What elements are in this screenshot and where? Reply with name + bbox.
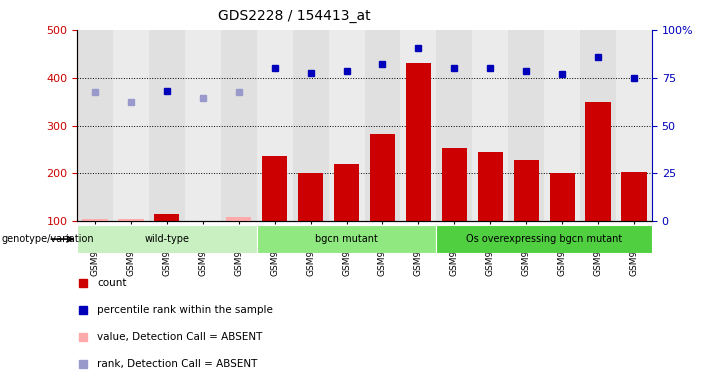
Bar (442, 148, 467, 221)
Bar (298, 173, 323, 221)
Bar (154, 214, 179, 221)
Bar (436, 225, 652, 253)
Bar (514, 160, 539, 221)
Bar (262, 156, 287, 221)
Bar (370, 134, 395, 221)
Bar (406, 63, 431, 221)
Bar (544, 30, 580, 221)
Text: count: count (97, 278, 127, 288)
Text: wild-type: wild-type (144, 234, 189, 244)
Bar (257, 225, 436, 253)
Text: percentile rank within the sample: percentile rank within the sample (97, 305, 273, 315)
Bar (621, 172, 646, 221)
Text: rank, Detection Call = ABSENT: rank, Detection Call = ABSENT (97, 359, 257, 369)
Bar (365, 30, 400, 221)
Bar (185, 30, 221, 221)
Bar (221, 30, 257, 221)
Text: GDS2228 / 154413_at: GDS2228 / 154413_at (218, 9, 371, 23)
Bar (334, 164, 359, 221)
Text: Os overexpressing bgcn mutant: Os overexpressing bgcn mutant (466, 234, 622, 244)
Bar (436, 30, 472, 221)
Text: genotype/variation: genotype/variation (1, 234, 94, 244)
Bar (113, 30, 149, 221)
Bar (77, 225, 257, 253)
Bar (118, 219, 144, 221)
Bar (149, 30, 185, 221)
Bar (77, 30, 113, 221)
Bar (580, 30, 616, 221)
Bar (508, 30, 544, 221)
Bar (550, 173, 575, 221)
Text: bgcn mutant: bgcn mutant (315, 234, 378, 244)
Text: value, Detection Call = ABSENT: value, Detection Call = ABSENT (97, 332, 263, 342)
Bar (477, 152, 503, 221)
Bar (329, 30, 365, 221)
Bar (293, 30, 329, 221)
Bar (83, 219, 108, 221)
Bar (400, 30, 436, 221)
Bar (226, 217, 252, 221)
Bar (257, 30, 293, 221)
Bar (616, 30, 652, 221)
Bar (472, 30, 508, 221)
Bar (585, 102, 611, 221)
